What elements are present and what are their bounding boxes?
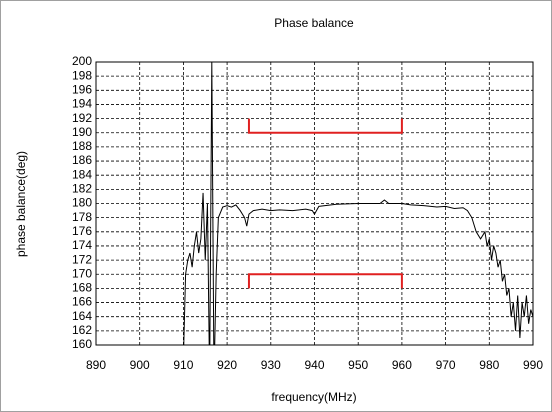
y-tick-label: 178 [72,210,92,224]
x-tick-label: 980 [479,358,499,372]
y-tick-label: 198 [72,68,92,82]
x-tick-label: 930 [261,358,281,372]
y-tick-label: 200 [72,54,92,68]
y-tick-label: 166 [72,295,92,309]
y-tick-label: 182 [72,182,92,196]
y-tick-label: 194 [72,97,92,111]
x-tick-label: 890 [86,358,106,372]
x-tick-label: 990 [523,358,543,372]
x-tick-label: 920 [217,358,237,372]
x-tick-label: 970 [436,358,456,372]
x-tick-label: 960 [392,358,412,372]
x-tick-label: 910 [173,358,193,372]
y-tick-label: 196 [72,82,92,96]
x-tick-label: 940 [304,358,324,372]
y-tick-label: 180 [72,196,92,210]
data-line [247,273,403,289]
y-tick-label: 170 [72,266,92,280]
y-axis-label: phase balance(deg) [14,151,28,257]
x-tick-label: 950 [348,358,368,372]
y-tick-label: 172 [72,252,92,266]
y-tick-label: 168 [72,281,92,295]
y-tick-label: 184 [72,167,92,181]
plot-border [95,61,534,346]
y-tick-label: 188 [72,139,92,153]
y-tick-label: 160 [72,337,92,351]
data-line [183,62,533,345]
x-tick-label: 900 [130,358,150,372]
y-tick-label: 186 [72,153,92,167]
chart-title: Phase balance [274,16,354,30]
data-line [247,118,403,134]
y-tick-label: 190 [72,125,92,139]
y-tick-label: 162 [72,323,92,337]
y-tick-label: 176 [72,224,92,238]
x-axis-label: frequency(MHz) [271,390,356,404]
y-tick-label: 174 [72,238,92,252]
y-tick-label: 164 [72,309,92,323]
y-tick-label: 192 [72,111,92,125]
